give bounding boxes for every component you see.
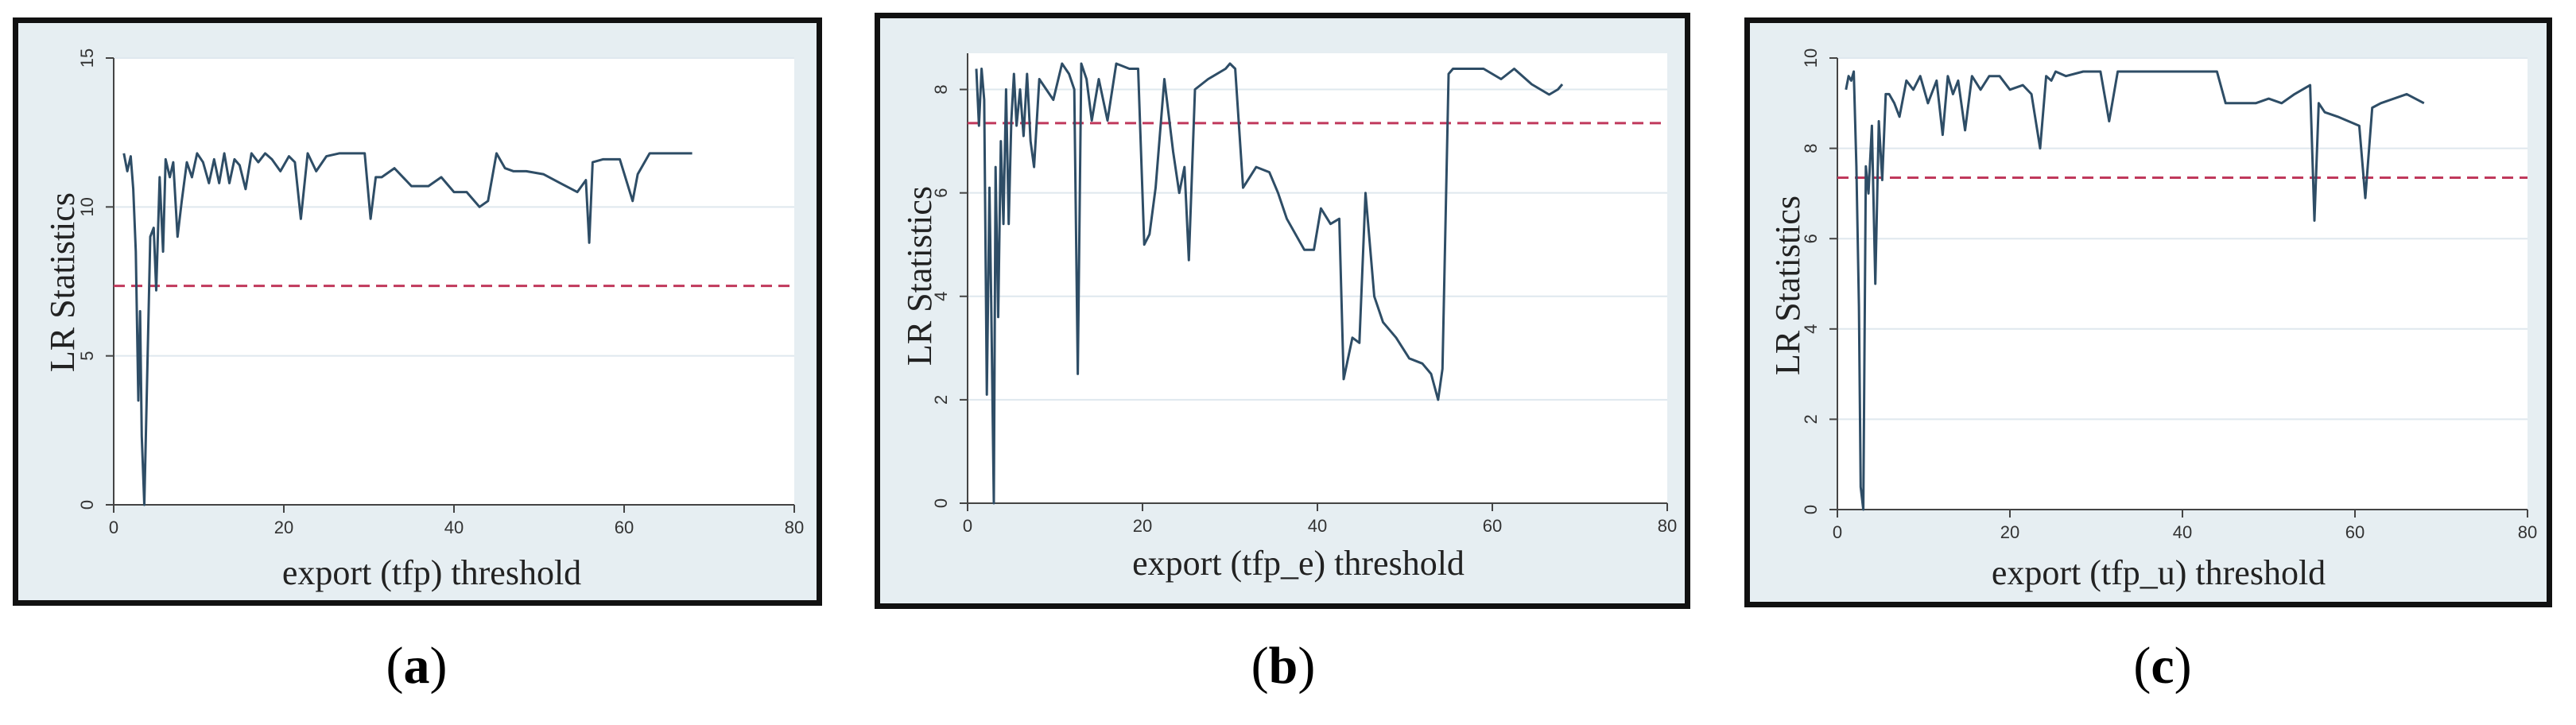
- lr-statistic-series-line: [975, 62, 1564, 505]
- x-tick-label: 0: [109, 518, 118, 537]
- chart-panel-a: 0 5 10 15 0 20 40 60 80 export (tfp) threshold LR …: [13, 17, 822, 606]
- y-tick-label: 6: [1801, 234, 1821, 243]
- x-tick-label: 40: [444, 518, 464, 537]
- caption-c: (c): [2133, 637, 2192, 695]
- x-tick-label: 20: [1133, 516, 1152, 536]
- x-axis-label: export (tfp_u) threshold: [1992, 553, 2326, 592]
- lr-statistic-series-line: [122, 152, 692, 506]
- chart-panel-b: 0 2 4 6 8 0 20 40 60 80 export (tfp_e) threshold LR…: [875, 13, 1690, 609]
- plot-area: [968, 53, 1667, 503]
- y-tick-label: 10: [77, 197, 97, 216]
- plot-area: [114, 58, 794, 505]
- y-tick-label: 2: [931, 395, 951, 405]
- lr-statistic-series-line: [1845, 70, 2425, 511]
- caption-letter-c: c: [2151, 637, 2174, 695]
- caption-letter-a: a: [403, 637, 430, 695]
- x-tick-label: 60: [615, 518, 634, 537]
- x-tick-label: 40: [2173, 522, 2192, 542]
- plot-area: [1837, 58, 2528, 510]
- y-axis-label: LR Statistics: [900, 186, 939, 366]
- x-tick-label: 80: [785, 518, 804, 537]
- y-tick-label: 2: [1801, 414, 1821, 424]
- y-tick-label: 4: [931, 292, 951, 301]
- y-tick-label: 8: [931, 84, 951, 94]
- y-tick-label: 15: [77, 48, 97, 68]
- chart-c-svg: 0 2 4 6 8 10 0 20 40 60 80 export (tfp_u) threshold…: [1768, 48, 2537, 592]
- x-tick-label: 20: [274, 518, 293, 537]
- y-axis-label: LR Statistics: [43, 192, 82, 372]
- x-axis-label: export (tfp) threshold: [282, 553, 581, 592]
- x-tick-label: 80: [1658, 516, 1677, 536]
- chart-a-svg: 0 5 10 15 0 20 40 60 80 export (tfp) threshold LR …: [43, 48, 804, 592]
- y-tick-label: 5: [77, 351, 97, 361]
- y-axis-label: LR Statistics: [1768, 196, 1807, 375]
- caption-letter-b: b: [1268, 637, 1298, 695]
- y-tick-label: 4: [1801, 324, 1821, 334]
- chart-panel-c: 0 2 4 6 8 10 0 20 40 60 80 export (tfp_u) threshold…: [1744, 17, 2552, 607]
- x-tick-label: 40: [1308, 516, 1327, 536]
- y-tick-label: 0: [77, 500, 97, 510]
- caption-a: (a): [386, 637, 448, 695]
- x-axis-label: export (tfp_e) threshold: [1132, 544, 1465, 583]
- caption-b: (b): [1251, 637, 1316, 695]
- x-tick-label: 60: [2345, 522, 2365, 542]
- y-tick-label: 6: [931, 188, 951, 198]
- y-tick-label: 0: [1801, 505, 1821, 514]
- x-tick-label: 80: [2518, 522, 2537, 542]
- x-tick-label: 0: [963, 516, 972, 536]
- y-tick-label: 8: [1801, 143, 1821, 153]
- x-tick-label: 20: [2000, 522, 2019, 542]
- x-tick-label: 60: [1483, 516, 1502, 536]
- y-tick-label: 10: [1801, 48, 1821, 68]
- x-tick-label: 0: [1833, 522, 1842, 542]
- y-tick-label: 0: [931, 498, 951, 508]
